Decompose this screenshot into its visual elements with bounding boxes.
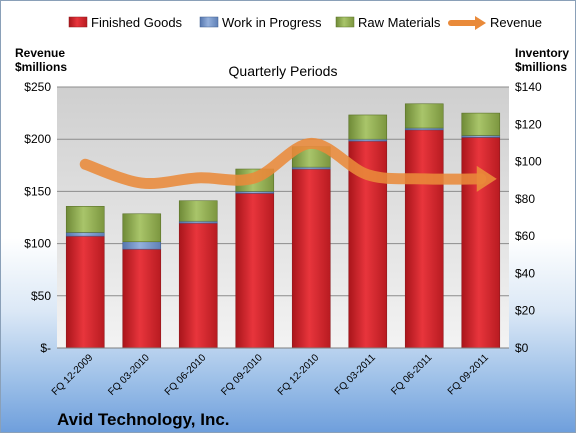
x-axis-ticks: FQ 12-2009 FQ 03-2010 FQ 06-2010 FQ 09-2010… bbox=[50, 352, 491, 398]
revenue-line[interactable] bbox=[79, 137, 487, 190]
right-axis-title-line1: Inventory bbox=[515, 46, 569, 60]
legend-label-finished-goods: Finished Goods bbox=[91, 15, 183, 30]
right-axis-title-line2: $millions bbox=[515, 60, 567, 74]
x-tick-label: FQ 03-2011 bbox=[333, 352, 378, 397]
legend-label-revenue: Revenue bbox=[490, 15, 542, 30]
bar-raw-materials[interactable] bbox=[404, 103, 444, 129]
revenue-line-group bbox=[79, 137, 497, 192]
right-tick-label: $140 bbox=[515, 80, 542, 94]
left-tick-label: $250 bbox=[24, 80, 51, 94]
bar-raw-materials[interactable] bbox=[178, 200, 218, 222]
bar-raw-materials[interactable] bbox=[122, 213, 162, 243]
x-tick-label: FQ 09-2010 bbox=[219, 352, 265, 398]
legend-swatch-raw-materials bbox=[335, 16, 355, 28]
right-tick-label: $60 bbox=[515, 229, 535, 243]
legend-arrow-revenue bbox=[475, 16, 486, 30]
bar-finished-goods[interactable] bbox=[404, 129, 444, 349]
bar-raw-materials[interactable] bbox=[65, 206, 105, 233]
bar-finished-goods[interactable] bbox=[291, 168, 331, 349]
x-tick-label: FQ 09-2011 bbox=[446, 352, 491, 397]
bar-work-in-progress[interactable] bbox=[122, 241, 162, 250]
left-tick-label: $200 bbox=[24, 132, 51, 146]
bar-finished-goods[interactable] bbox=[122, 248, 162, 349]
x-tick-label: FQ 03-2010 bbox=[106, 352, 152, 398]
right-tick-label: $80 bbox=[515, 192, 535, 206]
x-tick-label: FQ 12-2009 bbox=[50, 352, 96, 398]
bar-raw-materials[interactable] bbox=[461, 112, 501, 136]
legend-item-finished-goods[interactable]: Finished Goods bbox=[68, 15, 183, 30]
right-tick-label: $40 bbox=[515, 266, 535, 280]
left-axis-title-line2: $millions bbox=[15, 60, 67, 74]
left-tick-label: $150 bbox=[24, 184, 51, 198]
bar-work-in-progress[interactable] bbox=[65, 232, 105, 237]
legend-item-revenue[interactable]: Revenue bbox=[448, 15, 542, 30]
legend-item-work-in-progress[interactable]: Work in Progress bbox=[199, 15, 322, 30]
bar-raw-materials[interactable] bbox=[348, 114, 388, 140]
legend-swatch-finished-goods bbox=[68, 16, 88, 28]
right-tick-label: $20 bbox=[515, 304, 535, 318]
x-tick-label: FQ 06-2010 bbox=[163, 352, 209, 398]
legend: Finished Goods Work in Progress Raw Mate… bbox=[68, 15, 542, 30]
bar-finished-goods[interactable] bbox=[65, 235, 105, 349]
right-tick-label: $120 bbox=[515, 117, 542, 131]
legend-item-raw-materials[interactable]: Raw Materials bbox=[335, 15, 441, 30]
right-axis-ticks: $0 $20 $40 $60 $80 $100 $120 $140 bbox=[515, 80, 542, 355]
legend-label-raw-materials: Raw Materials bbox=[358, 15, 441, 30]
bar-finished-goods[interactable] bbox=[235, 192, 275, 349]
legend-swatch-work-in-progress bbox=[199, 16, 219, 28]
company-name: Avid Technology, Inc. bbox=[57, 410, 230, 429]
bar-finished-goods[interactable] bbox=[178, 222, 218, 349]
left-tick-label: $- bbox=[40, 341, 51, 355]
bars bbox=[65, 103, 501, 349]
legend-label-work-in-progress: Work in Progress bbox=[222, 15, 322, 30]
right-tick-label: $0 bbox=[515, 341, 529, 355]
revenue-arrow-head bbox=[476, 165, 497, 192]
left-axis-ticks: $- $50 $100 $150 $200 $250 bbox=[24, 80, 51, 355]
chart-title: Quarterly Periods bbox=[229, 63, 338, 79]
right-tick-label: $100 bbox=[515, 155, 542, 169]
x-tick-label: FQ 12-2010 bbox=[276, 352, 322, 398]
left-axis-title-line1: Revenue bbox=[15, 46, 65, 60]
left-tick-label: $100 bbox=[24, 237, 51, 251]
left-tick-label: $50 bbox=[31, 289, 51, 303]
x-tick-label: FQ 06-2011 bbox=[389, 352, 434, 397]
